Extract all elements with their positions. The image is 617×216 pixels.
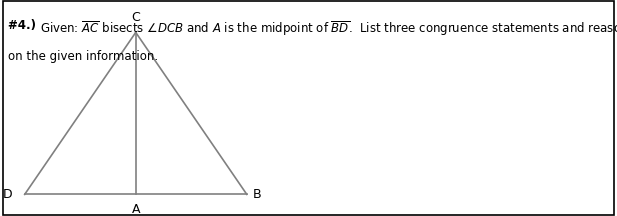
Text: Given: $\overline{AC}$ bisects $\angle DCB$ and $A$ is the midpoint of $\overlin: Given: $\overline{AC}$ bisects $\angle D…	[40, 19, 617, 38]
Text: B: B	[253, 188, 262, 201]
Text: D: D	[2, 188, 12, 201]
Text: C: C	[131, 11, 140, 24]
Text: #4.): #4.)	[8, 19, 40, 32]
Text: on the given information.: on the given information.	[8, 50, 158, 63]
Text: A: A	[131, 203, 140, 216]
